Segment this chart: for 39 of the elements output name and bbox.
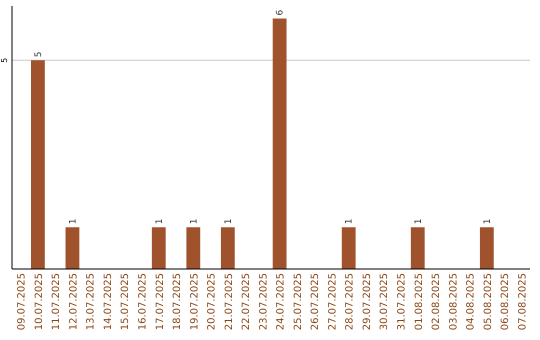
x-tick-label: 28.07.2025 [344, 273, 356, 330]
data-label: 1 [189, 218, 200, 224]
x-tick-label: 03.08.2025 [448, 273, 460, 330]
data-label: 6 [276, 10, 286, 16]
x-tick-label: 13.07.2025 [86, 273, 97, 330]
x-tick-label: 16.07.2025 [138, 273, 148, 330]
data-label: 1 [482, 218, 493, 224]
data-label: 5 [34, 52, 44, 58]
x-tick-label: 01.08.2025 [414, 273, 425, 330]
x-tick-label: 24.07.2025 [276, 273, 287, 330]
x-tick-label: 22.07.2025 [241, 273, 252, 330]
x-tick-label: 15.07.2025 [120, 273, 132, 330]
x-tick-label: 29.07.2025 [362, 273, 373, 330]
x-tick-label: 20.07.2025 [206, 273, 218, 330]
x-tick-label: 07.08.2025 [517, 273, 528, 330]
data-label: 1 [224, 218, 234, 224]
x-tick-label: 25.07.2025 [292, 273, 304, 330]
x-tick-label: 14.07.2025 [102, 273, 114, 330]
data-label: 1 [154, 218, 165, 224]
data-label: 1 [344, 218, 355, 224]
x-tick-label: 27.07.2025 [327, 273, 338, 330]
x-tick-label: 05.08.2025 [482, 273, 494, 330]
x-tick-label: 17.07.2025 [154, 273, 166, 330]
x-tick-label: 26.07.2025 [310, 273, 322, 330]
x-tick-label: 23.07.2025 [258, 273, 270, 330]
x-tick-label: 06.08.2025 [500, 273, 512, 330]
x-tick-label: 10.07.2025 [34, 273, 45, 330]
x-tick-label: 12.07.2025 [68, 273, 80, 330]
x-tick-label: 02.08.2025 [431, 273, 442, 330]
data-label: 1 [68, 218, 78, 224]
x-tick-label: 19.07.2025 [189, 273, 200, 330]
x-tick-label: 09.07.2025 [16, 273, 28, 330]
x-tick-label: 21.07.2025 [224, 273, 235, 330]
x-tick-label: 31.07.2025 [396, 273, 408, 330]
x-tick-label: 30.07.2025 [379, 273, 390, 330]
x-tick-label: 18.07.2025 [172, 273, 184, 330]
data-label: 1 [414, 218, 424, 224]
x-tick-label: 11.07.2025 [51, 273, 62, 330]
x-tick-label: 04.08.2025 [466, 273, 477, 330]
